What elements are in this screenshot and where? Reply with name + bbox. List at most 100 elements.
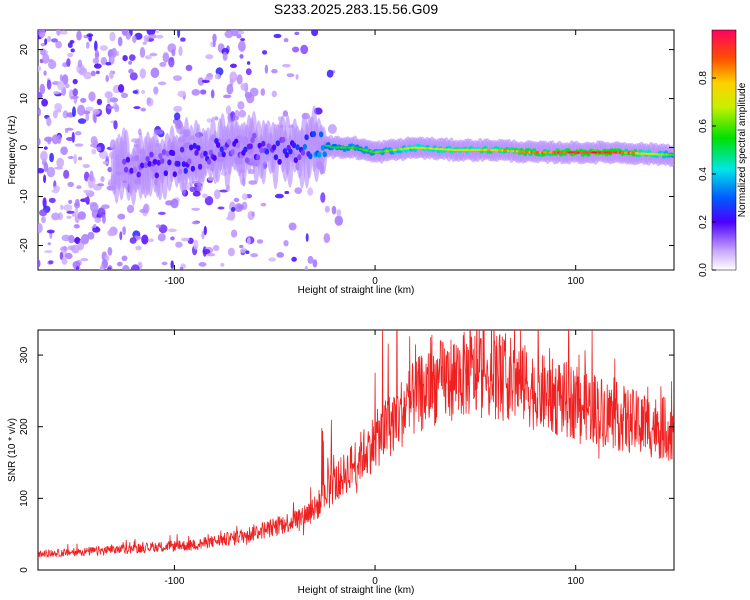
noise-speckle: [105, 74, 109, 83]
ridge-point: [122, 158, 127, 165]
noise-speckle: [146, 30, 156, 36]
noise-speckle: [219, 189, 229, 193]
noise-speckle: [323, 233, 331, 244]
noise-speckle: [77, 118, 87, 124]
noise-speckle: [161, 261, 168, 266]
noise-speckle: [189, 186, 196, 193]
noise-speckle: [100, 57, 108, 65]
ridge-point: [322, 151, 327, 158]
noise-speckle: [282, 63, 291, 68]
noise-speckle: [86, 41, 90, 49]
noise-speckle: [60, 204, 64, 210]
noise-speckle: [180, 37, 186, 42]
noise-speckle: [109, 70, 114, 80]
colorbar-tick-label: 0.4: [698, 167, 709, 181]
noise-speckle: [202, 193, 208, 199]
ridge-point: [190, 165, 196, 172]
noise-speckle: [251, 211, 255, 217]
noise-speckle: [47, 242, 51, 246]
noise-speckle: [206, 253, 216, 257]
noise-speckle: [87, 231, 95, 240]
noise-speckle: [42, 53, 50, 64]
noise-speckle: [41, 216, 46, 224]
snr-series-line: [38, 330, 674, 559]
noise-speckle: [130, 264, 140, 270]
noise-speckle: [205, 54, 214, 60]
noise-speckle: [142, 41, 147, 45]
noise-speckle: [312, 259, 318, 268]
spectrogram-x-label: Height of straight line (km): [298, 285, 415, 296]
noise-speckle: [85, 106, 94, 112]
noise-speckle: [260, 88, 266, 96]
noise-speckle: [150, 67, 160, 79]
noise-speckle: [214, 116, 219, 121]
noise-speckle: [61, 258, 68, 265]
noise-speckle: [114, 104, 120, 113]
noise-speckle: [245, 250, 250, 254]
noise-speckle: [212, 244, 220, 252]
noise-speckle: [295, 74, 299, 80]
noise-speckle: [135, 245, 142, 251]
noise-speckle: [62, 245, 67, 252]
noise-speckle: [63, 169, 70, 179]
noise-speckle: [38, 107, 41, 116]
noise-speckle: [176, 119, 182, 130]
noise-speckle: [93, 63, 102, 69]
ridge-point: [284, 152, 289, 158]
noise-speckle: [68, 199, 73, 204]
ridge-point: [160, 158, 165, 164]
noise-speckle: [141, 89, 146, 95]
ridge-point: [141, 157, 147, 164]
noise-speckle: [236, 74, 243, 85]
noise-speckle: [104, 91, 113, 99]
noise-speckle: [300, 44, 309, 55]
noise-speckle: [38, 168, 45, 174]
noise-speckle: [250, 253, 259, 258]
snr-y-tick-label: 0: [19, 567, 30, 573]
ridge-point: [304, 134, 309, 141]
noise-speckle: [239, 244, 244, 249]
noise-speckle: [230, 229, 238, 238]
ridge-point: [244, 157, 250, 164]
noise-speckle: [43, 162, 49, 173]
snr-x-tick-label: -100: [164, 576, 184, 587]
noise-speckle: [237, 101, 245, 110]
ridge-point: [172, 171, 177, 178]
noise-speckle: [80, 97, 87, 103]
ridge-point: [134, 155, 140, 161]
noise-speckle: [65, 252, 73, 260]
noise-speckle: [326, 69, 334, 78]
noise-speckle: [107, 97, 111, 104]
ridge-point: [293, 157, 298, 164]
noise-speckle: [144, 55, 152, 60]
ridge-point: [203, 150, 208, 157]
ridge-point: [179, 146, 185, 153]
snr-y-tick-label: 100: [19, 490, 30, 507]
noise-speckle: [246, 61, 251, 65]
noise-speckle: [62, 110, 69, 119]
ridge-point: [136, 171, 141, 178]
ridge-point: [183, 167, 188, 174]
spectrogram-y-tick-label: 0: [19, 144, 30, 150]
noise-speckle: [139, 47, 146, 58]
noise-speckle: [107, 105, 114, 110]
noise-speckle: [185, 64, 193, 72]
noise-speckle: [143, 35, 150, 43]
noise-speckle: [260, 202, 267, 207]
noise-speckle: [64, 83, 70, 89]
snr-ticks: -100 0 100 0 100 200 300: [19, 330, 674, 587]
noise-speckle: [77, 156, 83, 161]
noise-speckle: [204, 196, 214, 206]
ridge-point: [248, 143, 253, 150]
ridge-point: [252, 132, 257, 139]
noise-speckle: [233, 197, 240, 203]
noise-speckle: [170, 198, 179, 209]
noise-speckle: [148, 238, 154, 243]
noise-speckle: [67, 181, 74, 187]
noise-speckle: [191, 89, 201, 96]
noise-speckle: [100, 176, 105, 183]
noise-speckle: [238, 109, 247, 118]
noise-speckle: [63, 204, 73, 212]
